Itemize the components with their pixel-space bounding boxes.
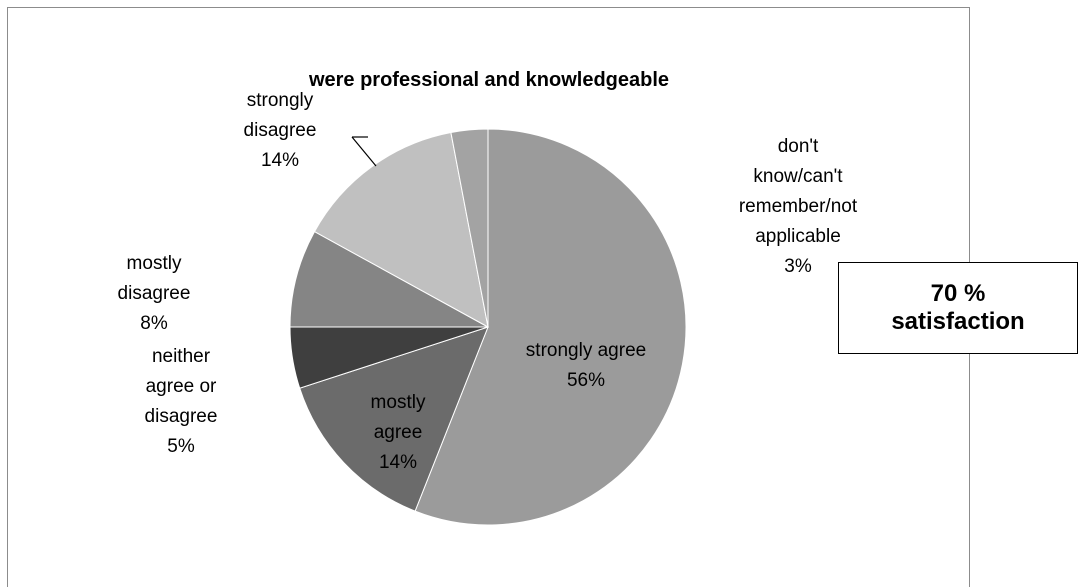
data-label-line: strongly xyxy=(247,90,314,111)
data-label-line: 56% xyxy=(567,370,605,391)
data-label-mostly-disagree: mostly disagree 8% xyxy=(118,253,191,334)
data-label-line: strongly agree xyxy=(526,340,646,361)
data-label-line: 14% xyxy=(261,150,299,171)
data-labels: strongly agree 56% mostly agree 14% neither ag… xyxy=(118,90,858,473)
data-label-line: know/can't xyxy=(753,166,843,187)
data-label-line: 5% xyxy=(167,436,195,457)
data-label-line: remember/not xyxy=(739,196,858,217)
data-label-line: agree or xyxy=(146,376,217,397)
data-label-strongly-agree: strongly agree 56% xyxy=(526,340,646,391)
data-label-line: 8% xyxy=(140,313,168,334)
pie-slice-strongly-disagree xyxy=(313,131,489,328)
pie-slice-strongly-agree xyxy=(414,128,687,526)
leader-line-strongly-disagree-angle xyxy=(351,136,377,167)
data-label-neither: neither agree or disagree 5% xyxy=(145,346,218,457)
satisfaction-callout: 70 % satisfaction xyxy=(838,262,1078,354)
satisfaction-label: satisfaction xyxy=(891,308,1025,335)
chart-title: were professional and knowledgeable xyxy=(308,69,669,91)
satisfaction-percent: 70 % xyxy=(930,280,986,307)
data-label-line: disagree xyxy=(244,120,317,141)
data-label-line: applicable xyxy=(755,226,841,247)
data-label-mostly-agree: mostly agree 14% xyxy=(371,392,426,473)
data-label-line: agree xyxy=(374,422,423,443)
pie-slices xyxy=(289,128,687,526)
data-label-strongly-disagree: strongly disagree 14% xyxy=(244,90,317,171)
data-label-line: 3% xyxy=(784,256,812,277)
pie-slice-don-t-know-can-t-remember-not-applicable xyxy=(450,128,489,328)
data-label-line: mostly xyxy=(371,392,426,413)
data-label-line: don't xyxy=(778,136,819,157)
data-label-line: disagree xyxy=(118,283,191,304)
data-label-line: mostly xyxy=(127,253,182,274)
data-label-dont-know: don't know/can't remember/not applicable 3% xyxy=(739,136,858,277)
pie-slice-mostly-disagree xyxy=(289,230,489,328)
data-label-line: disagree xyxy=(145,406,218,427)
data-label-line: neither xyxy=(152,346,211,367)
data-label-line: 14% xyxy=(379,452,417,473)
